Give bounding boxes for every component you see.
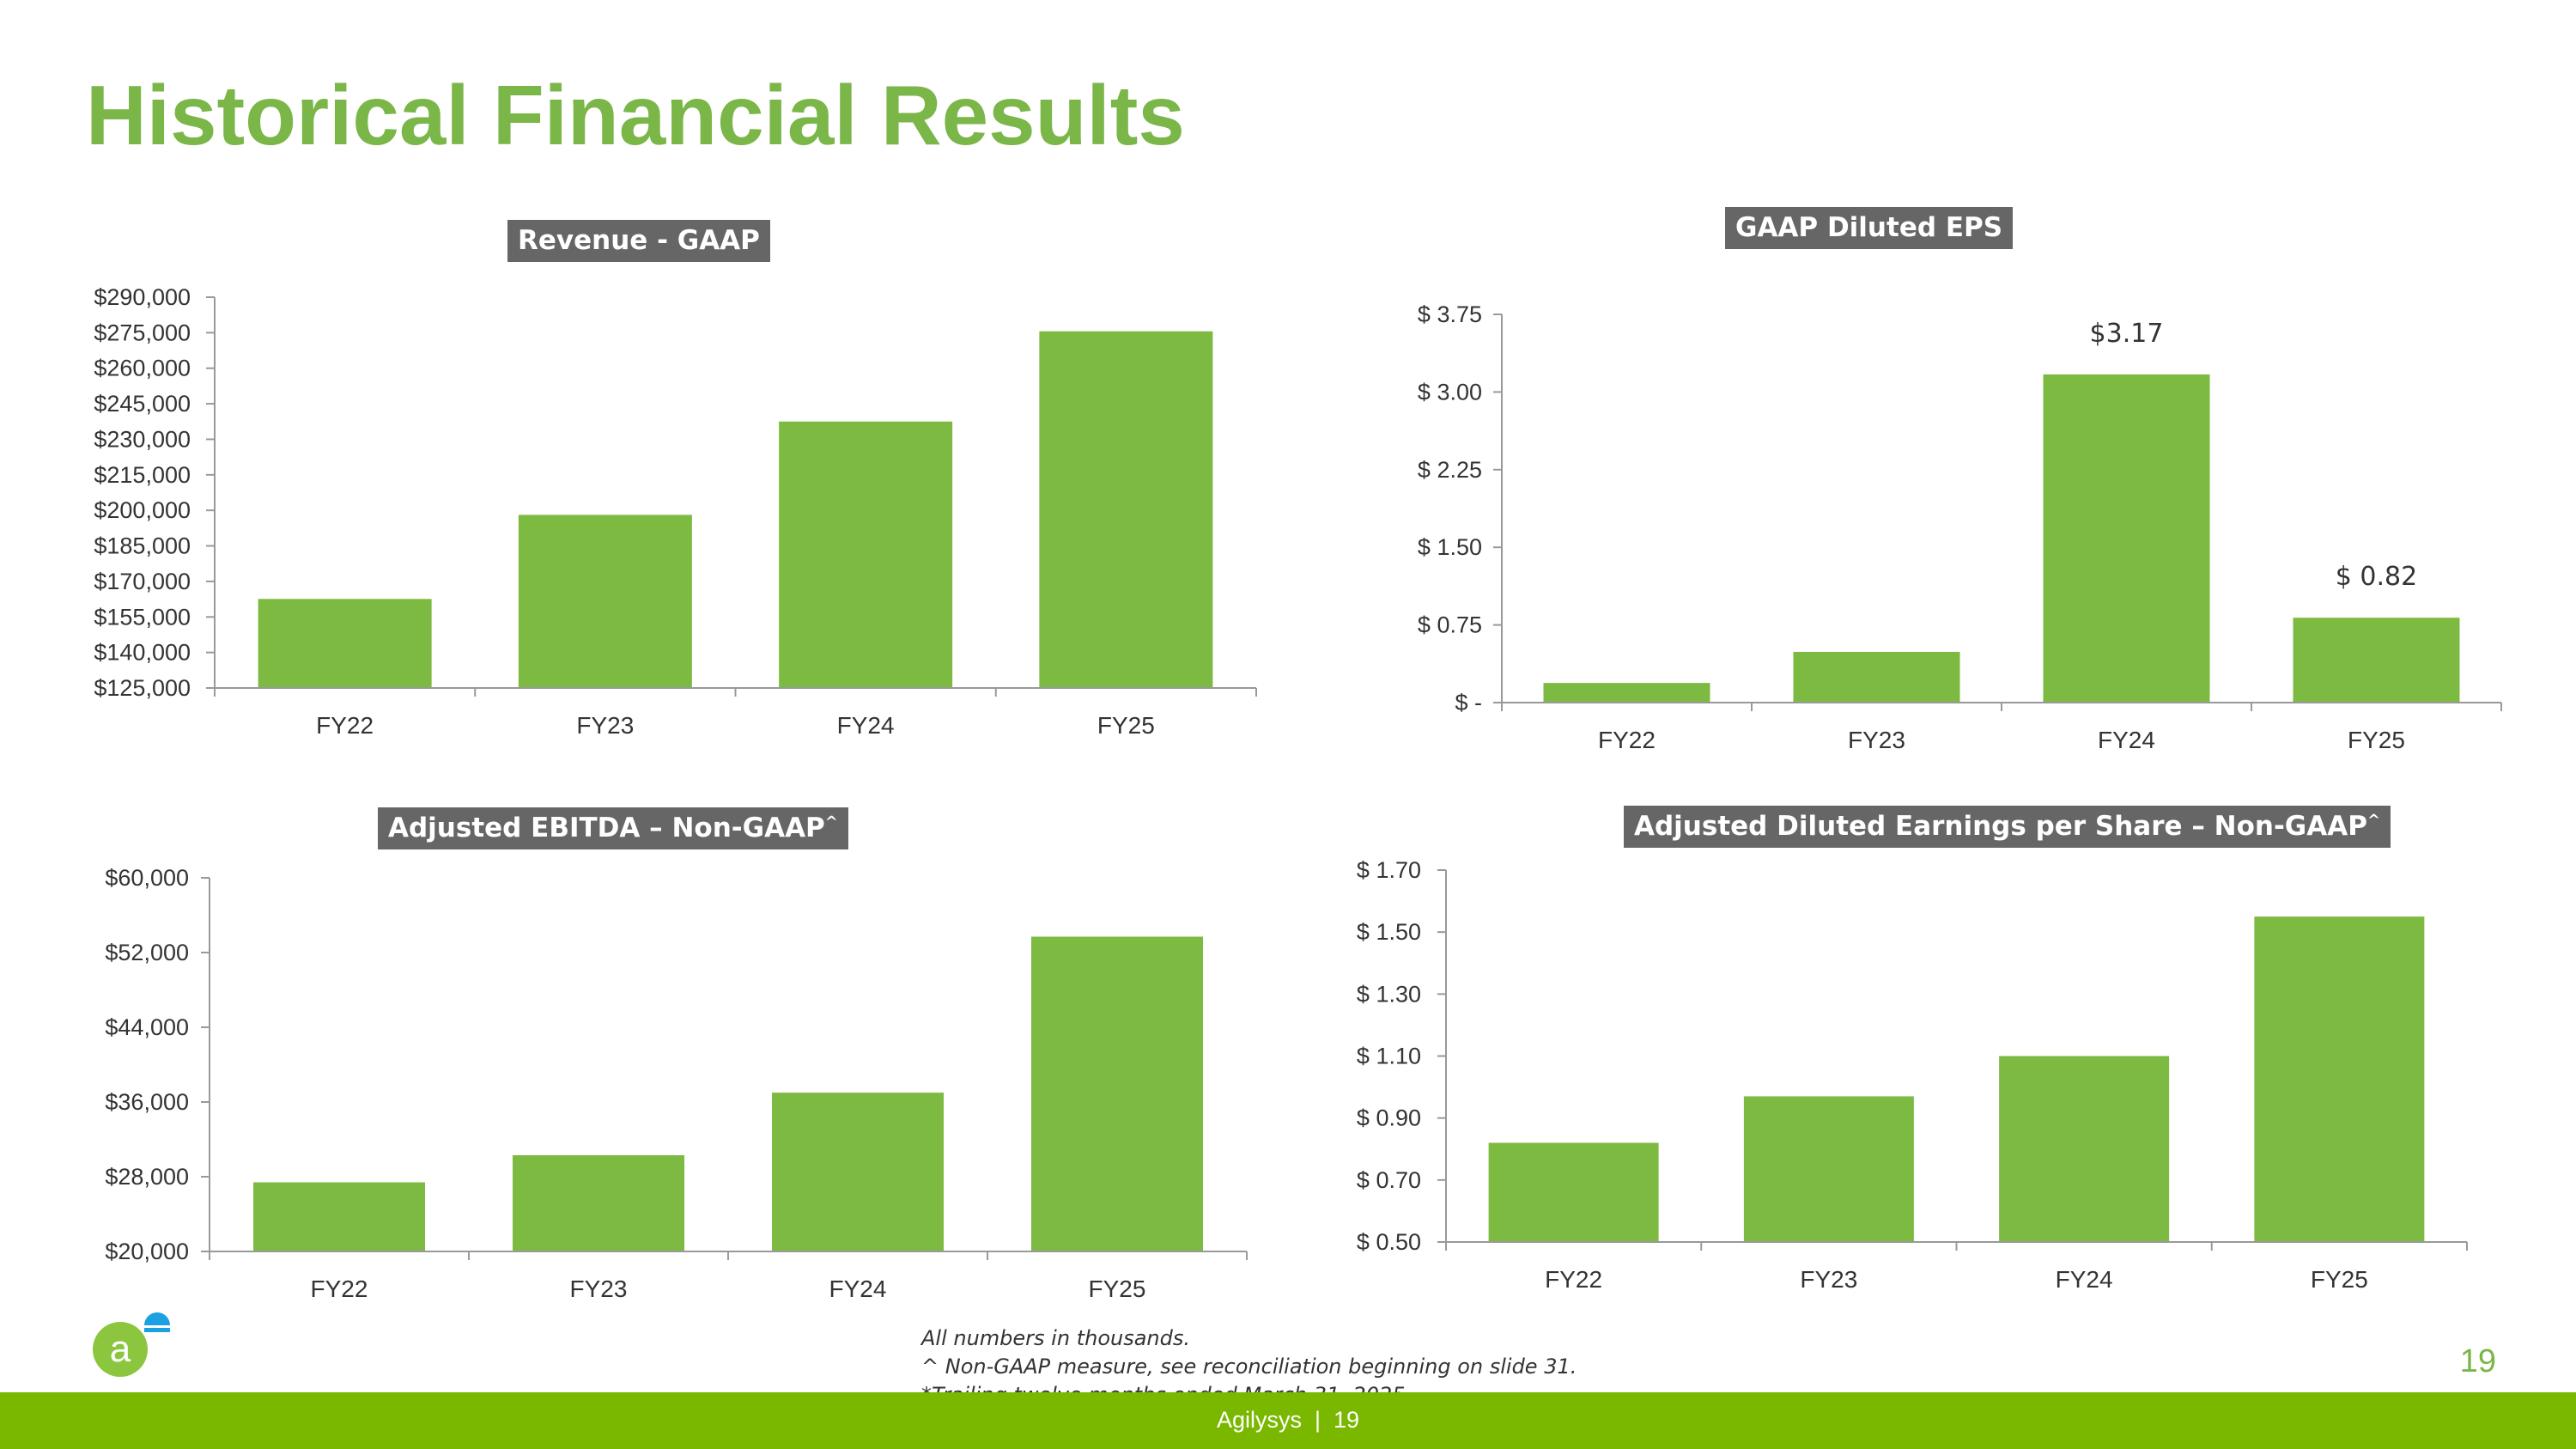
- y-tick-label: $ 2.25: [1418, 457, 1482, 483]
- y-tick-label: $200,000: [94, 497, 191, 523]
- x-tick-label: FY25: [1089, 1275, 1146, 1302]
- bar: [253, 1182, 425, 1251]
- bar: [513, 1154, 684, 1251]
- y-tick-label: $ 0.75: [1418, 612, 1482, 638]
- chart-title: Revenue - GAAP: [518, 225, 760, 256]
- y-tick-label: $245,000: [94, 391, 191, 417]
- chart-title-badge: Revenue - GAAP: [507, 220, 770, 263]
- y-tick-label: $ 0.70: [1357, 1167, 1421, 1193]
- y-tick-label: $215,000: [94, 462, 191, 488]
- x-tick-label: FY23: [570, 1275, 628, 1302]
- x-tick-label: FY24: [837, 712, 895, 739]
- chart-title-superscript: ^: [824, 813, 838, 831]
- logo-blue-dome: [144, 1312, 170, 1325]
- x-tick-label: FY25: [2311, 1266, 2368, 1293]
- y-tick-label: $ 3.75: [1418, 301, 1482, 327]
- x-tick-label: FY23: [1848, 727, 1905, 753]
- bar: [1543, 683, 1710, 702]
- y-tick-label: $140,000: [94, 640, 191, 666]
- y-tick-label: $230,000: [94, 426, 191, 452]
- y-tick-label: $ -: [1455, 690, 1482, 715]
- agilysys-logo: a: [93, 1312, 170, 1377]
- bar: [779, 421, 953, 687]
- chart-title-badge: Adjusted EBITDA – Non-GAAP^: [378, 807, 848, 850]
- bar: [1999, 1056, 2170, 1241]
- bar: [1488, 1142, 1659, 1241]
- x-tick-label: FY22: [316, 712, 374, 739]
- bar: [258, 599, 432, 687]
- footnote: ^ Non-GAAP measure, see reconciliation b…: [921, 1355, 1577, 1379]
- chart-title-badge: Adjusted Diluted Earnings per Share – No…: [1624, 806, 2391, 849]
- y-tick-label: $ 1.70: [1357, 857, 1421, 883]
- x-tick-label: FY22: [311, 1275, 368, 1302]
- data-label: $3.17: [2090, 319, 2164, 349]
- x-tick-label: FY25: [1097, 712, 1155, 739]
- bar: [518, 514, 692, 687]
- x-tick-label: FY25: [2348, 727, 2405, 753]
- y-tick-label: $52,000: [105, 940, 189, 965]
- y-tick-label: $20,000: [105, 1239, 189, 1264]
- logo-letter: a: [110, 1328, 131, 1370]
- bar: [1793, 651, 1960, 702]
- x-tick-label: FY23: [1800, 1266, 1857, 1293]
- y-tick-label: $ 1.50: [1418, 534, 1482, 560]
- y-tick-label: $260,000: [94, 356, 191, 381]
- chart-title-badge: GAAP Diluted EPS: [1725, 207, 2014, 250]
- x-tick-label: FY24: [2056, 1266, 2113, 1293]
- chart-title-superscript: ^: [2366, 811, 2381, 830]
- bar: [772, 1093, 944, 1251]
- footnote: All numbers in thousands.: [921, 1326, 1190, 1350]
- y-tick-label: $ 0.90: [1357, 1105, 1421, 1131]
- bar: [2254, 916, 2425, 1241]
- x-tick-label: FY22: [1598, 727, 1656, 753]
- chart-title: GAAP Diluted EPS: [1735, 212, 2003, 243]
- bar: [2043, 374, 2210, 702]
- logo-blue-bar: [144, 1328, 170, 1332]
- page-number: 19: [2459, 1343, 2496, 1379]
- logo-green-circle: [93, 1322, 148, 1377]
- footer-text: Agilysys | 19: [1216, 1407, 1360, 1433]
- bar: [1743, 1096, 1914, 1241]
- bar: [2293, 618, 2460, 702]
- x-tick-label: FY23: [576, 712, 634, 739]
- y-tick-label: $ 0.50: [1357, 1229, 1421, 1255]
- y-tick-label: $36,000: [105, 1089, 189, 1115]
- y-tick-label: $290,000: [94, 284, 191, 310]
- x-tick-label: FY24: [829, 1275, 887, 1302]
- bar: [1031, 936, 1203, 1251]
- y-tick-label: $ 1.30: [1357, 981, 1421, 1007]
- y-tick-label: $ 3.00: [1418, 379, 1482, 405]
- x-tick-label: FY22: [1545, 1266, 1602, 1293]
- y-tick-label: $60,000: [105, 865, 189, 891]
- bar: [1039, 331, 1213, 687]
- chart-title: Adjusted EBITDA – Non-GAAP: [388, 813, 825, 843]
- footer-bar: [0, 1392, 2576, 1449]
- y-tick-label: $185,000: [94, 533, 191, 559]
- y-tick-label: $ 1.50: [1357, 919, 1421, 945]
- y-tick-label: $275,000: [94, 320, 191, 345]
- data-label: $ 0.82: [2336, 562, 2417, 592]
- y-tick-label: $44,000: [105, 1014, 189, 1040]
- y-tick-label: $170,000: [94, 569, 191, 594]
- y-tick-label: $28,000: [105, 1164, 189, 1190]
- chart-title: Adjusted Diluted Earnings per Share – No…: [1634, 811, 2367, 842]
- y-tick-label: $125,000: [94, 675, 191, 701]
- x-tick-label: FY24: [2098, 727, 2155, 753]
- y-tick-label: $155,000: [94, 604, 191, 630]
- y-tick-label: $ 1.10: [1357, 1044, 1421, 1069]
- page-title: Historical Financial Results: [86, 68, 1185, 162]
